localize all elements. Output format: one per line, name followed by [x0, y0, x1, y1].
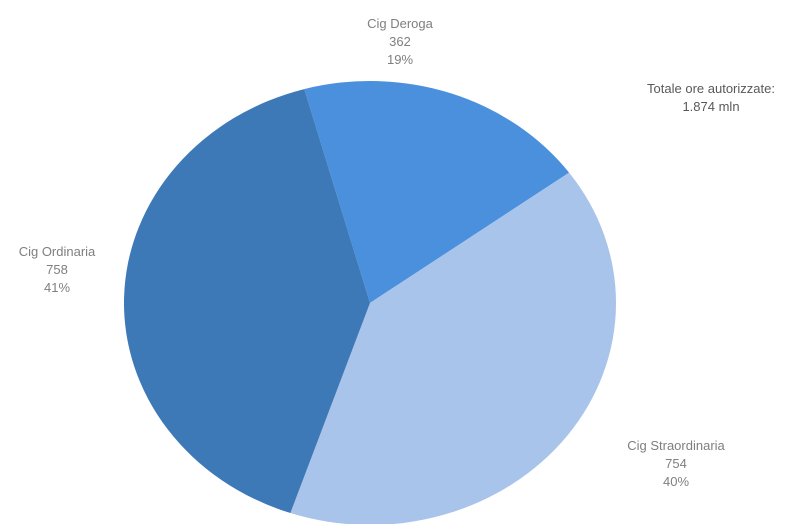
- slice-label-cig-ordinaria: Cig Ordinaria 758 41%: [2, 243, 112, 297]
- slice-label-cig-deroga: Cig Deroga 362 19%: [355, 15, 445, 69]
- slice-label-percent: 41%: [2, 279, 112, 297]
- slice-label-percent: 40%: [611, 473, 741, 491]
- slice-label-name: Cig Straordinaria: [611, 437, 741, 455]
- slice-label-name: Cig Ordinaria: [2, 243, 112, 261]
- total-hours-annotation: Totale ore autorizzate: 1.874 mln: [626, 80, 791, 116]
- slice-label-name: Cig Deroga: [355, 15, 445, 33]
- total-hours-caption: Totale ore autorizzate:: [626, 80, 791, 98]
- slice-label-value: 758: [2, 261, 112, 279]
- slice-label-value: 362: [355, 33, 445, 51]
- slice-label-percent: 19%: [355, 51, 445, 69]
- pie-slices: [124, 81, 616, 524]
- slice-label-cig-straordinaria: Cig Straordinaria 754 40%: [611, 437, 741, 491]
- total-hours-value: 1.874 mln: [626, 98, 791, 116]
- slice-label-value: 754: [611, 455, 741, 473]
